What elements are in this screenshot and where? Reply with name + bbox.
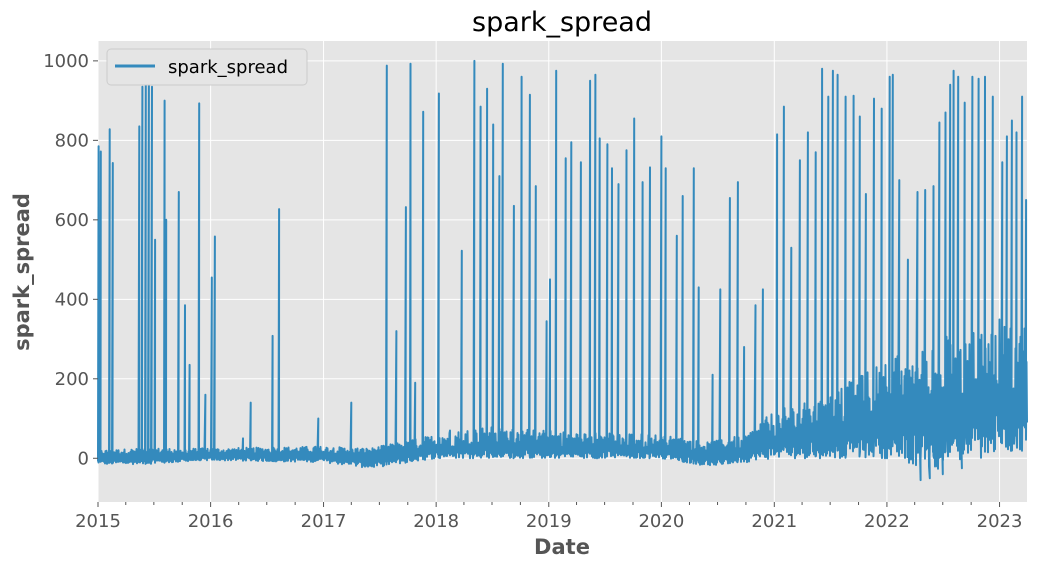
y-axis-label: spark_spread: [10, 193, 34, 351]
x-tick-label: 2023: [977, 511, 1023, 532]
y-axis-ticks: 0 200 400 600 800 1000: [43, 51, 98, 469]
y-tick-label: 1000: [43, 51, 89, 72]
chart-title: spark_spread: [472, 7, 652, 38]
series-spark-spread: [97, 59, 1028, 482]
x-tick-label: 2015: [75, 511, 121, 532]
x-tick-label: 2022: [864, 511, 910, 532]
y-tick-label: 600: [55, 210, 89, 231]
series-line: [97, 59, 1028, 482]
x-tick-label: 2016: [188, 511, 234, 532]
y-tick-label: 400: [55, 289, 89, 310]
x-tick-label: 2018: [413, 511, 459, 532]
legend: spark_spread: [106, 48, 308, 86]
y-tick-label: 0: [78, 448, 89, 469]
x-tick-label: 2017: [301, 511, 347, 532]
x-axis-ticks: 2015 2016 2017 2018 2019 2020 2021 2022 2023: [75, 502, 1022, 532]
x-tick-label: 2020: [638, 511, 684, 532]
y-tick-label: 800: [55, 130, 89, 151]
x-tick-label: 2019: [526, 511, 572, 532]
legend-box: [106, 48, 308, 86]
x-tick-label: 2021: [751, 511, 797, 532]
y-tick-label: 200: [55, 369, 89, 390]
legend-label: spark_spread: [168, 57, 288, 78]
x-axis-label: Date: [534, 535, 590, 559]
